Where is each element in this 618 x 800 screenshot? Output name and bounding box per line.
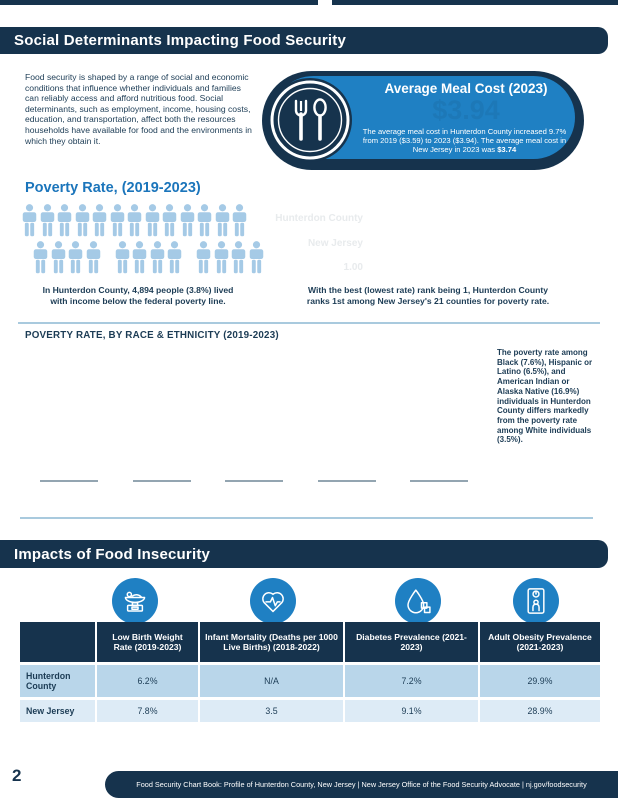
footer-text: Food Security Chart Book: Profile of Hun… — [136, 780, 587, 789]
poverty-rank-caption: With the best (lowest rate) rank being 1… — [306, 285, 550, 306]
infant-scale-icon — [112, 578, 158, 624]
poverty-rate-heading: Poverty Rate, (2019-2023) — [25, 180, 201, 196]
person-icon — [22, 204, 37, 237]
impacts-table: Low Birth Weight Rate (2019-2023) Infant… — [20, 622, 600, 722]
person-icon — [68, 241, 83, 274]
person-icon — [86, 241, 100, 274]
page-number: 2 — [12, 766, 22, 785]
table-row-label: New Jersey — [20, 700, 97, 722]
ghost-label-value: 1.00 — [343, 262, 363, 273]
table-cell: 9.1% — [345, 700, 480, 722]
top-accent-strip-gap — [318, 0, 332, 5]
cutlery-icon — [268, 78, 352, 162]
person-icon — [232, 204, 247, 237]
section-header-impacts: Impacts of Food Insecurity — [0, 540, 608, 568]
table-cell: 7.2% — [345, 665, 480, 697]
table-cell: 28.9% — [480, 700, 600, 722]
table-cell: 7.8% — [97, 700, 200, 722]
poverty-caption: In Hunterdon County, 4,894 people (3.8%)… — [42, 285, 234, 306]
ghost-label-hunterdon: Hunterdon County — [275, 213, 363, 224]
person-icon — [40, 204, 54, 237]
intro-paragraph: Food security is shaped by a range of so… — [25, 72, 252, 146]
table-cell: 3.5 — [200, 700, 345, 722]
divider-line — [20, 517, 593, 519]
table-header-obesity: Adult Obesity Prevalence (2021-2023) — [480, 622, 600, 662]
section-title: Social Determinants Impacting Food Secur… — [14, 32, 347, 49]
poverty-pictogram — [22, 204, 282, 274]
footer-bar: Food Security Chart Book: Profile of Hun… — [105, 771, 618, 798]
table-header-low-birth-weight: Low Birth Weight Rate (2019-2023) — [97, 622, 200, 662]
person-icon — [127, 204, 142, 237]
table-header-infant-mortality: Infant Mortality (Deaths per 1000 Live B… — [200, 622, 345, 662]
person-icon — [150, 241, 164, 274]
meal-cost-nj-value: $3.74 — [497, 145, 517, 155]
person-icon — [249, 241, 263, 274]
average-meal-cost-badge: Average Meal Cost (2023) $3.94 The avera… — [262, 71, 584, 170]
table-cell: 29.9% — [480, 665, 600, 697]
person-icon — [197, 204, 212, 237]
person-icon — [145, 204, 159, 237]
person-icon — [214, 241, 228, 274]
person-icon — [180, 204, 194, 237]
person-icon — [115, 241, 129, 274]
table-header-diabetes: Diabetes Prevalence (2021-2023) — [345, 622, 480, 662]
person-icon — [215, 204, 229, 237]
table-cell: 6.2% — [97, 665, 200, 697]
meal-cost-title: Average Meal Cost (2023) — [384, 81, 548, 96]
person-icon — [57, 204, 72, 237]
race-ethnicity-heading: POVERTY RATE, BY RACE & ETHNICITY (2019-… — [25, 330, 279, 341]
section-title: Impacts of Food Insecurity — [14, 545, 211, 563]
table-header-empty — [20, 622, 97, 662]
table-cell: N/A — [200, 665, 345, 697]
person-icon — [231, 241, 246, 274]
person-icon — [75, 204, 89, 237]
table-row-label: Hunterdon County — [20, 665, 97, 697]
heart-pulse-icon — [250, 578, 296, 624]
meal-cost-text: The average meal cost in Hunterdon Count… — [362, 127, 567, 155]
diabetes-drop-icon — [395, 578, 441, 624]
person-icon — [51, 241, 65, 274]
obesity-scale-icon — [513, 578, 559, 624]
race-chart-baselines — [40, 480, 468, 482]
section-header-social-determinants: Social Determinants Impacting Food Secur… — [0, 27, 608, 54]
meal-cost-ghost-value: $3.94 — [432, 95, 500, 125]
person-icon — [110, 204, 124, 237]
top-accent-strip — [0, 0, 618, 5]
ghost-label-new-jersey: New Jersey — [307, 238, 363, 249]
person-icon — [196, 241, 211, 274]
person-icon — [162, 204, 177, 237]
meal-cost-body: The average meal cost in Hunterdon Count… — [358, 127, 571, 155]
person-icon — [132, 241, 147, 274]
person-icon — [167, 241, 182, 274]
race-ethnicity-note: The poverty rate among Black (7.6%), His… — [497, 348, 593, 445]
person-icon — [92, 204, 107, 237]
divider-line — [18, 322, 600, 324]
person-icon — [33, 241, 48, 274]
